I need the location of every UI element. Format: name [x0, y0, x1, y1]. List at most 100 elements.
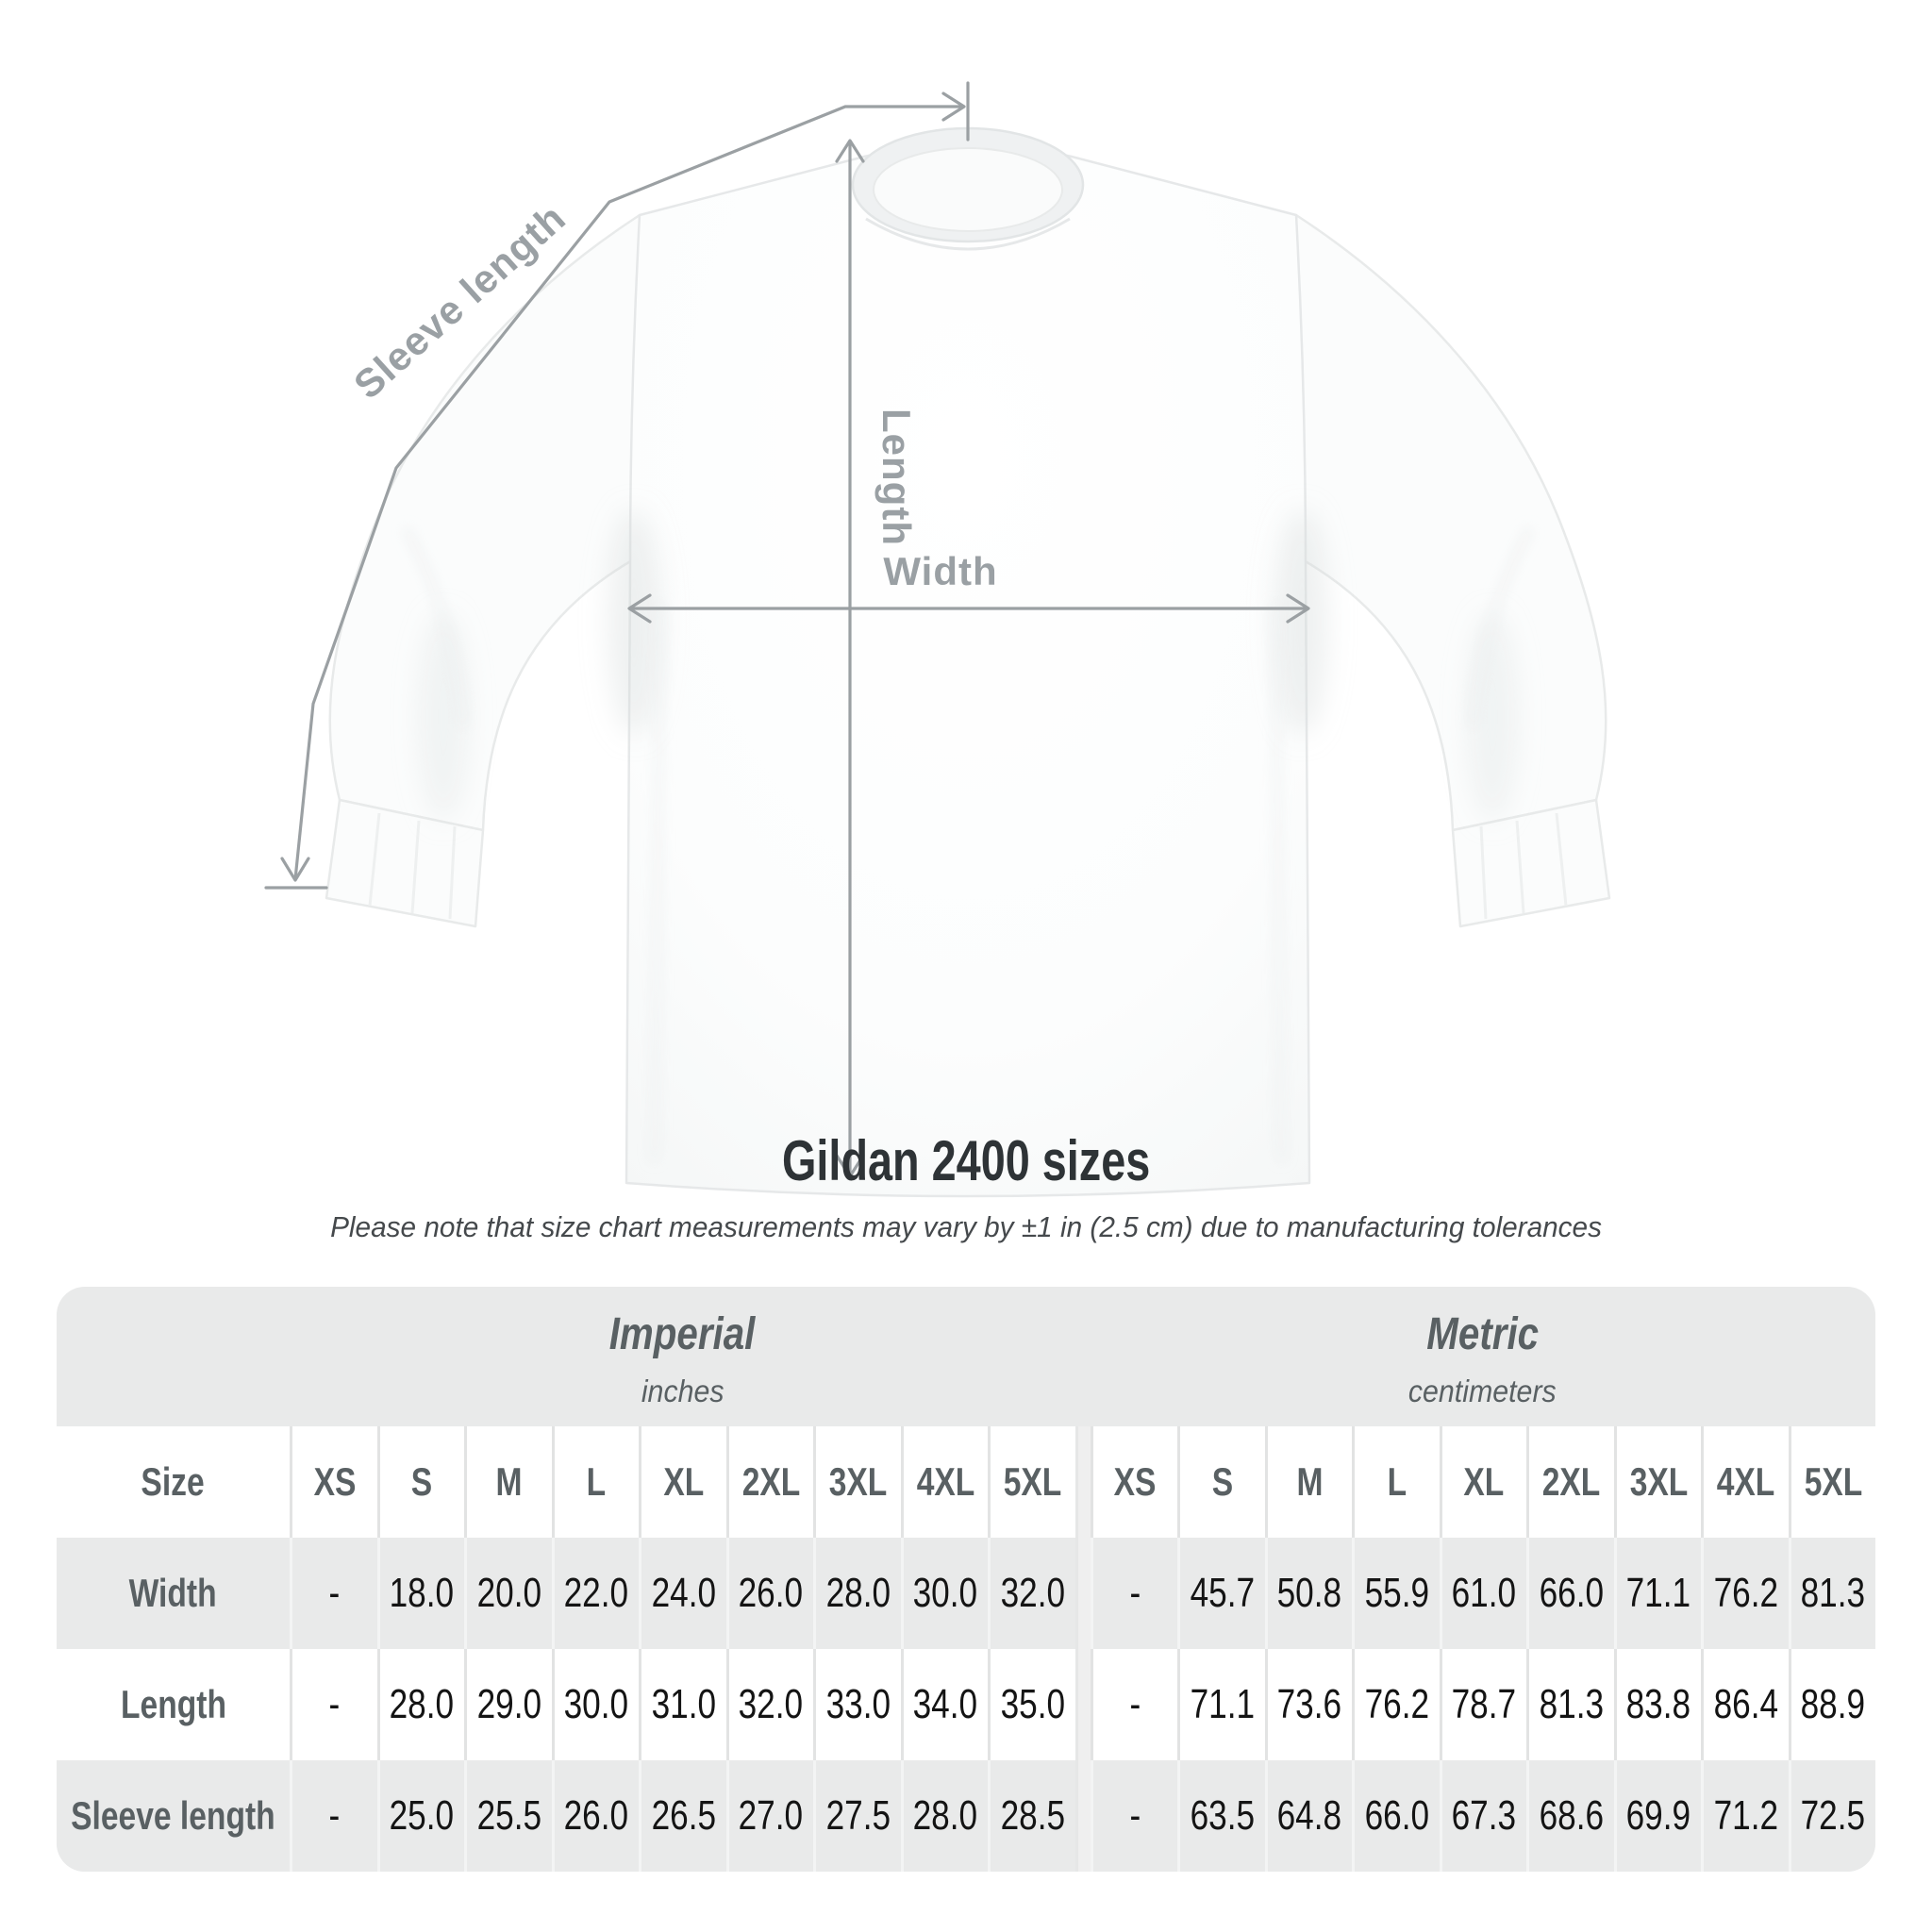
cell-length-imperial: 33.0	[813, 1649, 901, 1760]
size-header-imperial-s: S	[376, 1426, 464, 1538]
metric-title: Metric	[1426, 1308, 1540, 1359]
cell-length-imperial: -	[290, 1649, 377, 1760]
cell-width-metric: 55.9	[1352, 1538, 1440, 1649]
cell-width-imperial: 24.0	[639, 1538, 726, 1649]
heading-block: Gildan 2400 sizes Please note that size …	[0, 1128, 1932, 1244]
shirt-measurement-diagram: Sleeve length Length Width	[264, 81, 1611, 1198]
row-label-width: Width	[57, 1538, 290, 1649]
cell-sleeve-length-imperial: 25.0	[376, 1760, 464, 1872]
size-header-imperial-4xl: 4XL	[900, 1426, 988, 1538]
row-label-length: Length	[57, 1649, 290, 1760]
cell-width-imperial: 26.0	[725, 1538, 813, 1649]
size-header-metric-s: S	[1177, 1426, 1265, 1538]
length-label: Length	[874, 408, 919, 546]
size-header-imperial-2xl: 2XL	[725, 1426, 813, 1538]
cell-sleeve-length-metric: 69.9	[1613, 1760, 1701, 1872]
shirt-body	[625, 142, 1311, 1198]
shirt-illustration	[325, 126, 1611, 1198]
cell-length-imperial: 28.0	[376, 1649, 464, 1760]
measurement-lines	[264, 81, 1310, 1178]
size-header-metric-5xl: 5XL	[1788, 1426, 1875, 1538]
cell-sleeve-length-imperial: 26.0	[551, 1760, 639, 1872]
cell-length-metric: 73.6	[1264, 1649, 1352, 1760]
metric-unit: centimeters	[1408, 1373, 1557, 1408]
cell-width-imperial: 28.0	[813, 1538, 901, 1649]
size-header-metric-xl: XL	[1439, 1426, 1526, 1538]
cell-sleeve-length-metric: 63.5	[1177, 1760, 1265, 1872]
cell-width-imperial: 22.0	[551, 1538, 639, 1649]
cell-length-imperial: 34.0	[900, 1649, 988, 1760]
cell-sleeve-length-imperial: 28.5	[988, 1760, 1075, 1872]
page-title: Gildan 2400 sizes	[781, 1129, 1151, 1192]
cell-width-metric: 50.8	[1264, 1538, 1352, 1649]
cell-sleeve-length-metric: 68.6	[1526, 1760, 1614, 1872]
cell-sleeve-length-imperial: -	[290, 1760, 377, 1872]
size-header-imperial-m: M	[464, 1426, 552, 1538]
unit-group-header: Imperial inches Metric centimeters	[57, 1287, 1875, 1426]
cell-width-metric: 81.3	[1788, 1538, 1875, 1649]
size-header-metric-2xl: 2XL	[1526, 1426, 1614, 1538]
right-cuff	[1451, 798, 1611, 928]
size-header-metric-l: L	[1352, 1426, 1440, 1538]
size-header-metric-m: M	[1264, 1426, 1352, 1538]
cell-sleeve-length-metric: 64.8	[1264, 1760, 1352, 1872]
cell-width-metric: 71.1	[1613, 1538, 1701, 1649]
size-header-imperial-5xl: 5XL	[988, 1426, 1075, 1538]
page-subtitle: Please note that size chart measurements…	[330, 1210, 1602, 1243]
imperial-unit: inches	[641, 1373, 724, 1408]
group-gap	[1075, 1287, 1091, 1426]
cell-length-imperial: 32.0	[725, 1649, 813, 1760]
cell-width-imperial: 32.0	[988, 1538, 1075, 1649]
size-header-imperial-xl: XL	[639, 1426, 726, 1538]
size-header-imperial-l: L	[551, 1426, 639, 1538]
cell-width-metric: 61.0	[1439, 1538, 1526, 1649]
cell-sleeve-length-imperial: 27.0	[725, 1760, 813, 1872]
metric-group-header: Metric centimeters	[1091, 1287, 1876, 1426]
cell-width-imperial: 20.0	[464, 1538, 552, 1649]
size-header-metric-4xl: 4XL	[1701, 1426, 1789, 1538]
group-separator	[1074, 1538, 1091, 1649]
width-label: Width	[883, 549, 997, 593]
cell-width-metric: 66.0	[1526, 1538, 1614, 1649]
cell-length-metric: -	[1090, 1649, 1177, 1760]
group-separator	[1074, 1760, 1091, 1872]
cell-width-imperial: 18.0	[376, 1538, 464, 1649]
size-table: Imperial inches Metric centimeters Size X…	[57, 1287, 1875, 1872]
cell-length-metric: 83.8	[1613, 1649, 1701, 1760]
cell-sleeve-length-metric: 72.5	[1788, 1760, 1875, 1872]
group-separator	[1074, 1649, 1091, 1760]
group-header-spacer	[57, 1287, 290, 1426]
size-header-imperial-xs: XS	[290, 1426, 377, 1538]
cell-width-metric: -	[1090, 1538, 1177, 1649]
cell-sleeve-length-metric: 67.3	[1439, 1760, 1526, 1872]
cell-length-metric: 78.7	[1439, 1649, 1526, 1760]
size-header-metric-3xl: 3XL	[1613, 1426, 1701, 1538]
cell-sleeve-length-imperial: 28.0	[900, 1760, 988, 1872]
cell-length-metric: 71.1	[1177, 1649, 1265, 1760]
size-table-grid: Size XS S M L XL 2XL 3XL 4XL 5XL XS S M L XL 2XL 3XL 4XL 5…	[57, 1426, 1875, 1872]
size-header-imperial-3xl: 3XL	[813, 1426, 901, 1538]
cell-length-metric: 81.3	[1526, 1649, 1614, 1760]
cell-width-metric: 45.7	[1177, 1538, 1265, 1649]
imperial-group-header: Imperial inches	[290, 1287, 1075, 1426]
row-label-sleeve-length: Sleeve length	[57, 1760, 290, 1872]
cell-length-metric: 88.9	[1788, 1649, 1875, 1760]
group-separator	[1074, 1426, 1091, 1538]
cell-length-imperial: 31.0	[639, 1649, 726, 1760]
cell-sleeve-length-metric: 71.2	[1701, 1760, 1789, 1872]
cell-length-imperial: 29.0	[464, 1649, 552, 1760]
left-cuff	[325, 798, 485, 928]
cell-sleeve-length-imperial: 26.5	[639, 1760, 726, 1872]
size-header-metric-xs: XS	[1090, 1426, 1177, 1538]
collar	[851, 126, 1085, 251]
imperial-title: Imperial	[608, 1308, 756, 1359]
cell-width-imperial: 30.0	[900, 1538, 988, 1649]
cell-length-metric: 86.4	[1701, 1649, 1789, 1760]
left-sleeve	[328, 213, 641, 832]
cell-sleeve-length-metric: -	[1090, 1760, 1177, 1872]
cell-sleeve-length-imperial: 25.5	[464, 1760, 552, 1872]
cell-width-imperial: -	[290, 1538, 377, 1649]
cell-length-metric: 76.2	[1352, 1649, 1440, 1760]
cell-width-metric: 76.2	[1701, 1538, 1789, 1649]
